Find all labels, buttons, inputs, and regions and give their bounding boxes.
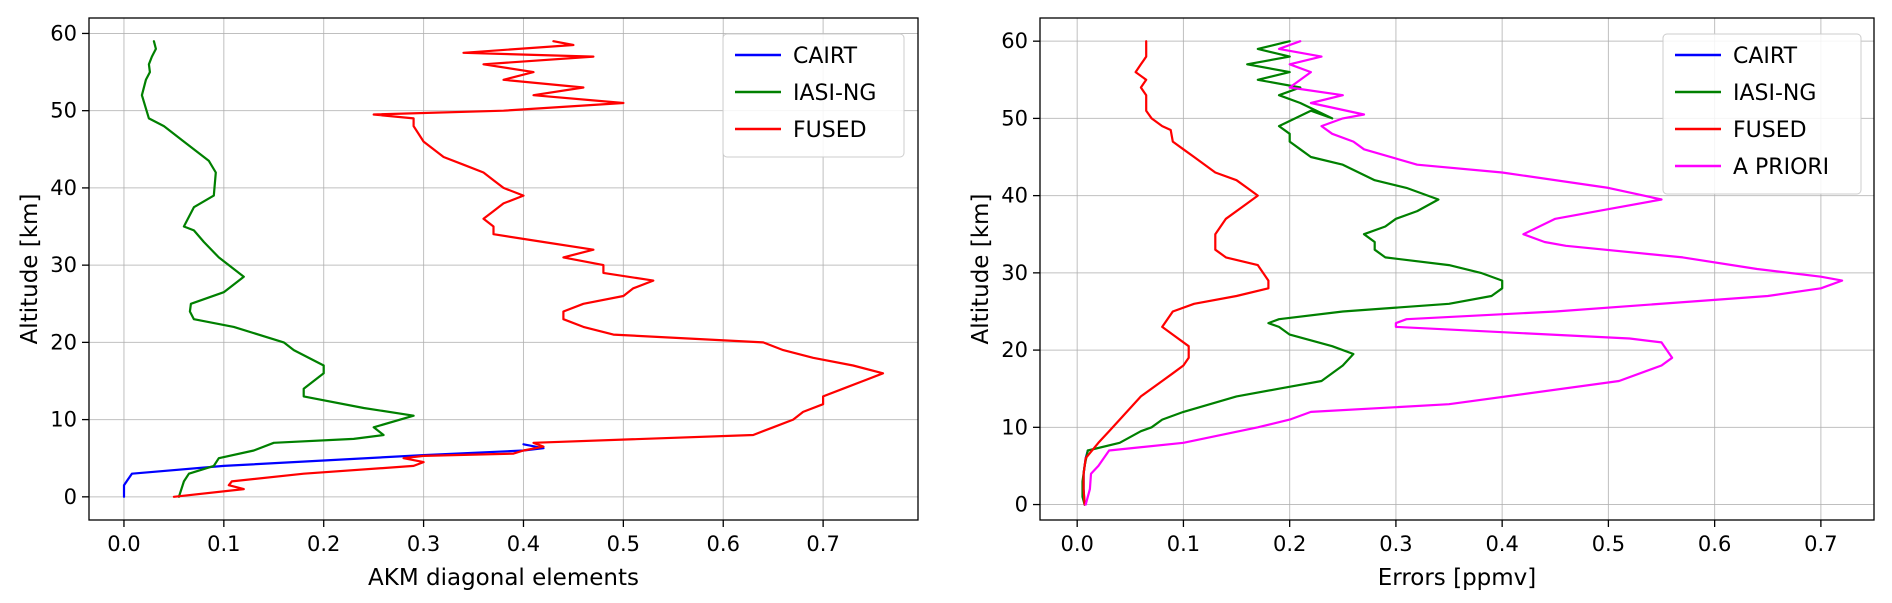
y-tick-label: 40 [50,176,77,200]
x-tick-label: 0.0 [1060,532,1093,556]
y-tick-label: 30 [50,253,77,277]
plot-frame [88,17,919,521]
x-tick-label: 0.3 [1379,532,1412,556]
legend-box [722,33,905,158]
legend-label: A PRIORI [1733,155,1829,180]
legend-label: CAIRT [793,44,858,69]
x-tick-label: 0.5 [607,532,640,556]
y-tick-label: 10 [1001,415,1028,439]
series-line-fused [172,40,885,498]
series-line-a-priori [1084,40,1844,506]
legend-label: FUSED [1733,118,1807,143]
x-tick-label: 0.7 [806,532,839,556]
y-tick-label: 60 [1001,29,1028,53]
x-tick-label: 0.3 [407,532,440,556]
series-line-fused [1082,40,1270,506]
x-axis-label: AKM diagonal elements [368,565,639,591]
x-tick-label: 0.2 [307,532,340,556]
x-tick-label: 0.2 [1273,532,1306,556]
y-tick-label: 0 [1015,493,1028,517]
legend-label: CAIRT [1733,44,1798,69]
y-tick-label: 20 [1001,338,1028,362]
series-line-iasi-ng [140,40,415,498]
legend-label: IASI-NG [1733,81,1816,106]
y-tick-label: 20 [50,330,77,354]
x-tick-label: 0.4 [1485,532,1518,556]
x-tick-label: 0.1 [207,532,240,556]
x-tick-label: 0.5 [1592,532,1625,556]
y-tick-label: 40 [1001,184,1028,208]
plot-frame [1039,17,1875,521]
x-tick-label: 0.1 [1167,532,1200,556]
legend: CAIRT IASI-NG FUSED A PRIORI [1662,33,1862,195]
x-tick-label: 0.7 [1804,532,1837,556]
y-tick-label: 0 [64,485,77,509]
x-axis-label: Errors [ppmv] [1378,565,1537,591]
y-tick-label: 50 [1001,106,1028,130]
x-tick-label: 0.6 [707,532,740,556]
legend: CAIRT IASI-NG FUSED [722,33,905,158]
y-tick-label: 30 [1001,261,1028,285]
y-axis-label: Altitude [km] [17,194,43,345]
x-tick-label: 0.0 [107,532,140,556]
legend-label: IASI-NG [793,81,876,106]
y-axis-label: Altitude [km] [968,194,994,345]
x-tick-label: 0.6 [1698,532,1731,556]
y-tick-label: 50 [50,99,77,123]
legend-label: FUSED [793,118,867,143]
series-line-iasi-ng [1081,40,1504,506]
y-tick-label: 10 [50,408,77,432]
legend-box [1662,33,1862,195]
right-chart-errors: 0.0 0.1 0.2 0.3 0.4 0.5 0.6 0.7 0 10 20 30 40 50 60 Err… [968,17,1875,591]
x-tick-label: 0.4 [507,532,540,556]
left-chart-akm: 0.0 0.1 0.2 0.3 0.4 0.5 0.6 0.7 0 10 20 30 40 50 60 AKM… [17,17,919,591]
y-tick-label: 60 [50,21,77,45]
